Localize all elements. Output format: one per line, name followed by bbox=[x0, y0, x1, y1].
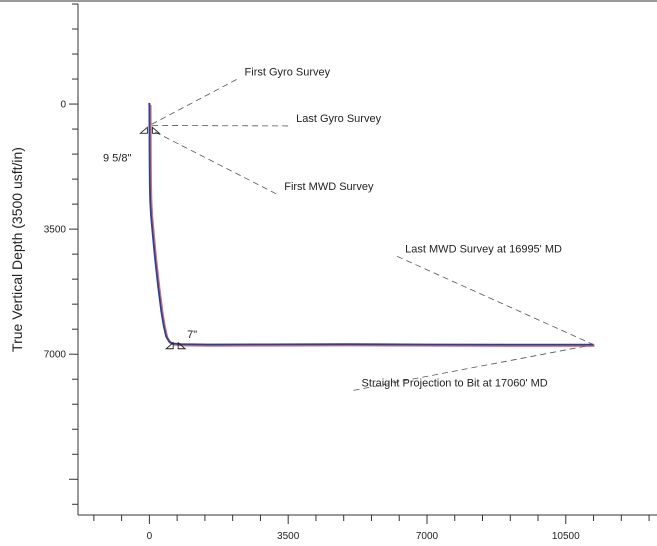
series-group bbox=[148, 102, 595, 347]
x-tick-label: 7000 bbox=[416, 531, 439, 542]
series-underlay-line bbox=[149, 105, 595, 347]
casing-label: 7" bbox=[187, 329, 197, 341]
ticks: 0 3500 7000 0 3500 7000 10500 bbox=[44, 3, 650, 542]
leader-line bbox=[149, 128, 277, 195]
casing-markers: 9 5/8" 7" bbox=[103, 126, 197, 350]
leader-line bbox=[397, 255, 594, 346]
casing-shoe-marker-left bbox=[164, 341, 174, 350]
casing-shoe-marker-right bbox=[151, 126, 161, 134]
x-tick-label: 3500 bbox=[277, 531, 300, 542]
series-start-point bbox=[148, 102, 151, 106]
x-tick-label: 0 bbox=[147, 531, 153, 542]
leader-lines bbox=[149, 79, 594, 391]
axes bbox=[0, 0, 657, 516]
casing-shoe-marker-right bbox=[177, 341, 187, 350]
y-axis-title: True Vertical Depth (3500 usft/in) bbox=[9, 147, 25, 352]
annotation-label: First Gyro Survey bbox=[245, 66, 331, 78]
annotation-label: First MWD Survey bbox=[284, 181, 374, 193]
casing-label: 9 5/8" bbox=[103, 152, 131, 164]
annotation-labels: First Gyro Survey Last Gyro Survey First M… bbox=[245, 66, 562, 389]
annotation-label: Last MWD Survey at 16995' MD bbox=[405, 243, 562, 255]
x-tick-label: 10500 bbox=[552, 531, 580, 542]
series-line bbox=[148, 104, 594, 346]
y-tick-label: 0 bbox=[60, 100, 66, 111]
leader-line bbox=[353, 344, 594, 391]
y-tick-label: 3500 bbox=[44, 225, 67, 236]
casing-shoe-marker-left bbox=[139, 126, 148, 134]
leader-line bbox=[149, 79, 237, 126]
annotation-label: Last Gyro Survey bbox=[296, 113, 381, 125]
annotation-label: Straight Projection to Bit at 17060' MD bbox=[362, 377, 548, 389]
y-tick-label: 7000 bbox=[44, 350, 67, 361]
